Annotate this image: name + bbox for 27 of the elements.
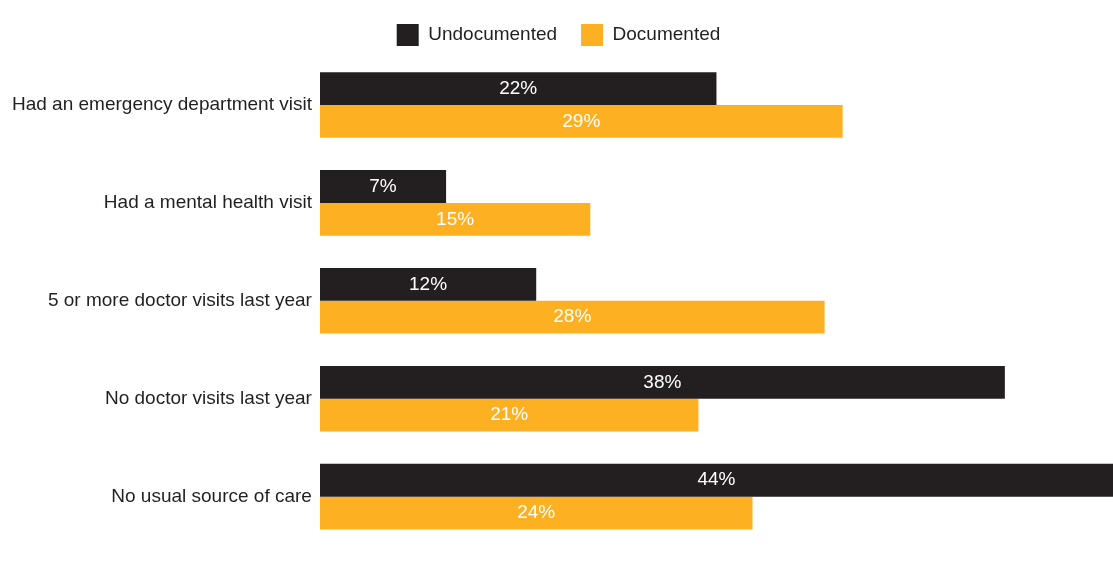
legend-label: Undocumented	[428, 23, 558, 45]
bar	[319, 202, 591, 236]
bar	[319, 398, 699, 432]
y-tick-label: Had an emergency department visit	[11, 93, 313, 115]
y-tick-label: 5 or more doctor visits last year	[47, 289, 313, 311]
data-label: 22%	[499, 76, 538, 98]
data-label: 28%	[553, 305, 592, 327]
legend-label: Documented	[612, 23, 721, 45]
data-label: 15%	[436, 207, 475, 229]
bar	[319, 72, 717, 105]
bar	[319, 463, 1113, 497]
data-label: 21%	[490, 403, 529, 425]
data-label: 7%	[369, 174, 397, 196]
bar	[319, 496, 753, 530]
bar	[319, 104, 843, 138]
data-label: 24%	[517, 501, 556, 523]
data-label: 12%	[409, 272, 448, 294]
data-label: 29%	[562, 109, 601, 131]
bar	[319, 365, 1005, 399]
y-tick-label: No doctor visits last year	[104, 386, 313, 408]
y-tick-label: Had a mental health visit	[103, 191, 313, 213]
bar	[319, 268, 537, 301]
y-tick-label: No usual source of care	[111, 484, 312, 506]
data-label: 38%	[643, 370, 682, 392]
bar	[319, 170, 447, 203]
data-label: 44%	[697, 468, 736, 490]
bar	[319, 300, 825, 334]
